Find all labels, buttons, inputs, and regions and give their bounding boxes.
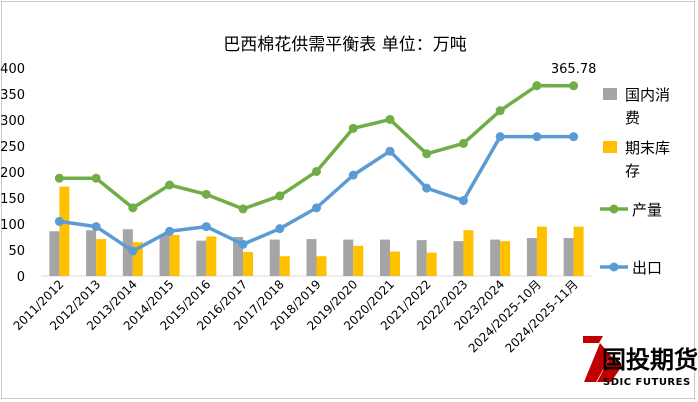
point-production (422, 149, 432, 159)
bar-ending-stock (389, 251, 400, 276)
y-tick-label: 50 (8, 244, 25, 259)
x-axis: 2011/20122012/20132013/20142014/20152015… (11, 275, 592, 356)
data-label: 365.78 (551, 62, 597, 77)
bar-ending-stock (132, 242, 143, 276)
point-export (165, 226, 175, 236)
bar-ending-stock (500, 241, 511, 276)
legend-label: 出口 (632, 259, 662, 277)
y-tick-label: 400 (0, 62, 25, 77)
point-export (348, 170, 358, 180)
point-export (238, 239, 248, 249)
point-production (385, 114, 395, 124)
y-tick-label: 250 (0, 140, 25, 155)
point-production (458, 138, 468, 148)
legend-label: 产量 (632, 201, 662, 219)
line-production (59, 83, 574, 211)
point-export (201, 222, 211, 232)
point-export (532, 132, 542, 142)
point-production (348, 123, 358, 133)
bar-ending-stock (536, 226, 547, 276)
bar-ending-stock (426, 252, 437, 276)
lines (54, 81, 579, 256)
y-tick-label: 200 (0, 166, 25, 181)
bar-consumption (563, 238, 574, 276)
bar-ending-stock (169, 234, 180, 276)
bars (49, 186, 584, 276)
point-export (385, 146, 395, 156)
bar-consumption (159, 234, 170, 276)
bar-consumption (306, 239, 317, 276)
point-export (275, 224, 285, 234)
bar-consumption (490, 239, 501, 276)
legend-label: 费 (625, 109, 640, 127)
point-export (422, 183, 432, 193)
legend-label: 国内消 (625, 86, 670, 104)
bar-ending-stock (279, 256, 290, 276)
bar-consumption (269, 239, 280, 276)
bar-ending-stock (353, 245, 364, 276)
legend-marker (609, 204, 619, 214)
bar-ending-stock (573, 226, 584, 276)
y-tick-label: 300 (0, 114, 25, 129)
legend-marker (609, 262, 619, 272)
y-tick-label: 350 (0, 88, 25, 103)
point-production (91, 173, 101, 183)
bar-ending-stock (206, 236, 217, 276)
point-production (532, 81, 542, 91)
y-tick-label: 100 (0, 218, 25, 233)
logo-text-en: SDIC FUTURES (603, 377, 691, 388)
point-export (495, 132, 505, 142)
legend-swatch (603, 88, 617, 100)
bar-consumption (453, 241, 464, 276)
bar-consumption (86, 230, 97, 276)
point-production (165, 180, 175, 190)
bar-consumption (343, 239, 354, 276)
annotations: 365.78 (551, 62, 597, 77)
legend-label: 存 (625, 162, 640, 180)
bar-consumption (379, 239, 390, 276)
y-tick-label: 150 (0, 192, 25, 207)
logo-mark-icon (583, 336, 622, 382)
bar-consumption (196, 240, 207, 276)
bar-consumption (526, 238, 537, 276)
point-production (128, 203, 138, 213)
bar-consumption (233, 237, 244, 276)
bar-consumption (49, 231, 60, 276)
y-axis-ticks: 0 50 100 150 200 250 300 350 400 (0, 62, 25, 285)
point-export (458, 196, 468, 206)
point-production (54, 173, 64, 183)
legend-swatch (603, 141, 617, 153)
bar-ending-stock (96, 239, 107, 276)
legend-label: 期末库 (625, 139, 670, 157)
point-production (201, 189, 211, 199)
bar-ending-stock (463, 230, 474, 276)
sdic-futures-logo: 国投期货 SDIC FUTURES (583, 336, 698, 388)
chart-title: 巴西棉花供需平衡表 单位：万吨 (223, 35, 466, 55)
logo-text-cn: 国投期货 (602, 346, 698, 374)
point-export (91, 222, 101, 232)
bar-ending-stock (59, 186, 70, 276)
point-export (312, 203, 321, 213)
point-export (128, 246, 138, 256)
point-production (495, 106, 505, 116)
point-export (54, 216, 64, 226)
y-tick-label: 0 (17, 270, 25, 285)
point-production (569, 81, 579, 91)
point-export (569, 132, 579, 142)
bar-ending-stock (316, 256, 327, 276)
bar-consumption (416, 240, 427, 276)
point-production (238, 204, 248, 214)
point-production (312, 166, 321, 176)
bar-ending-stock (243, 252, 254, 276)
line-export (59, 134, 574, 253)
point-production (275, 191, 285, 201)
bar-consumption (122, 229, 133, 276)
